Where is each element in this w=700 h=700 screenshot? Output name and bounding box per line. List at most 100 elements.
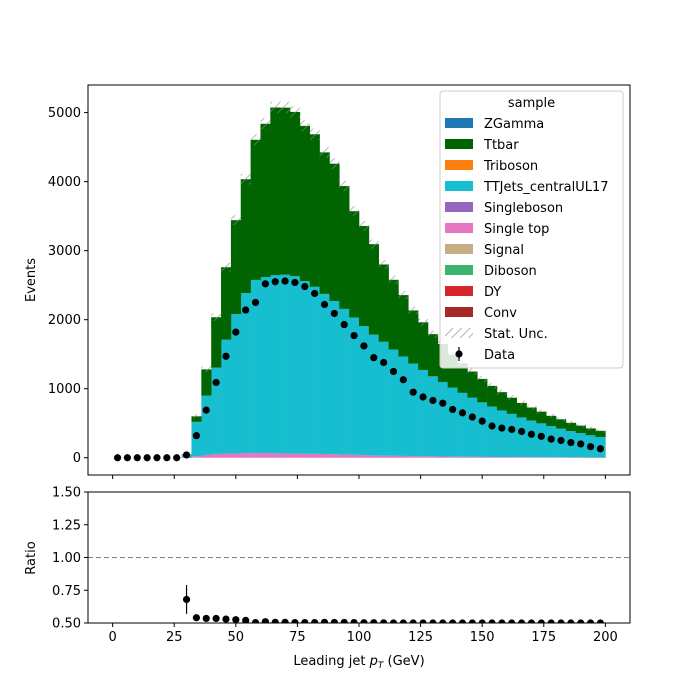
bar [398,356,409,456]
unc-band [280,101,291,114]
bar [230,453,242,458]
ratio-point [468,619,476,623]
bar [487,406,498,457]
y-tick-label: 1000 [48,382,81,397]
legend-swatch [445,328,473,338]
data-point [468,413,476,421]
bar [211,453,222,458]
data-point [192,432,200,440]
data-point [222,352,230,360]
bar [427,376,439,457]
legend-entry: Conv [445,306,517,321]
unc-band [378,260,389,269]
x-tick-label: 100 [347,630,372,645]
ratio-point [586,619,595,623]
data-point [380,358,388,367]
data-points [113,277,605,462]
data-point [153,454,161,462]
bar [221,453,232,458]
ratio-point [380,619,388,623]
data-point [429,396,437,405]
ratio-points [182,585,605,623]
bar [368,455,380,458]
bar [496,457,508,458]
bar [201,395,212,455]
bar [270,453,281,458]
bar [309,134,320,287]
legend-entry: Triboson [445,159,538,174]
unc-band [398,291,409,300]
unc-band [349,206,359,217]
bar [299,281,311,454]
legend-label: Conv [484,306,517,321]
unc-band [418,318,428,326]
data-point [478,417,486,425]
unc-band [299,120,310,132]
legend-label: Ttbar [483,138,519,153]
ratio-point [498,619,506,623]
data-point [301,282,309,291]
data-point [182,451,191,459]
unc-band [546,413,557,418]
data-point [173,454,181,462]
data-point [350,331,358,340]
legend-entry: Stat. Unc. [445,327,548,342]
bar [230,314,242,454]
unc-band [388,275,399,284]
data-point [311,289,319,298]
bar [536,457,547,458]
legend-swatch [445,244,473,254]
data-point [271,278,279,286]
unc-band [211,313,222,322]
ratio-point [330,618,338,623]
unc-band [487,383,497,389]
ratio-y-tick-label: 1.00 [52,551,81,566]
bar [496,392,508,411]
legend-label: Data [484,348,515,363]
data-point [449,405,457,414]
bar [260,123,271,278]
unc-band [319,146,330,158]
bar [359,225,370,327]
bar [408,363,419,457]
bar [418,456,429,458]
bar [240,179,251,294]
ratio-point [232,616,240,623]
data-point [567,438,575,447]
data-point [133,454,141,462]
bar [457,456,468,458]
ratio-point [251,619,260,623]
bar [457,392,468,457]
ratio-point [389,619,398,623]
bar [378,455,389,458]
bar [536,411,547,424]
data-point [518,427,526,436]
y-tick-label: 3000 [48,244,81,259]
bar [418,369,429,457]
bar [506,457,517,458]
bar [359,455,370,458]
legend-entry: Diboson [445,264,537,279]
bar [280,107,291,275]
bar [290,453,301,458]
unc-band [359,221,369,231]
ratio-point [409,619,417,623]
bar [260,277,271,454]
x-tick-label: 50 [228,630,245,645]
bar [388,455,399,458]
bar [418,322,429,370]
bar [585,457,596,458]
ratio-point [192,614,200,622]
legend-entry: Single top [445,222,549,237]
bar [388,349,399,456]
bar [556,457,567,458]
ratio-y-tick-label: 0.50 [52,617,81,632]
data-point [577,440,585,448]
x-tick-label: 0 [108,630,116,645]
legend-label: ZGamma [484,117,544,132]
main-plot: 0 1000 2000 3000 4000 5000 [48,84,631,479]
ratio-plot: 0.50 0.75 1.00 1.25 1.50 0 25 50 75 100 125 150 175 2… [52,486,631,645]
ratio-y-tick-label: 0.75 [52,584,81,599]
bar [329,454,340,458]
bar [319,293,330,455]
